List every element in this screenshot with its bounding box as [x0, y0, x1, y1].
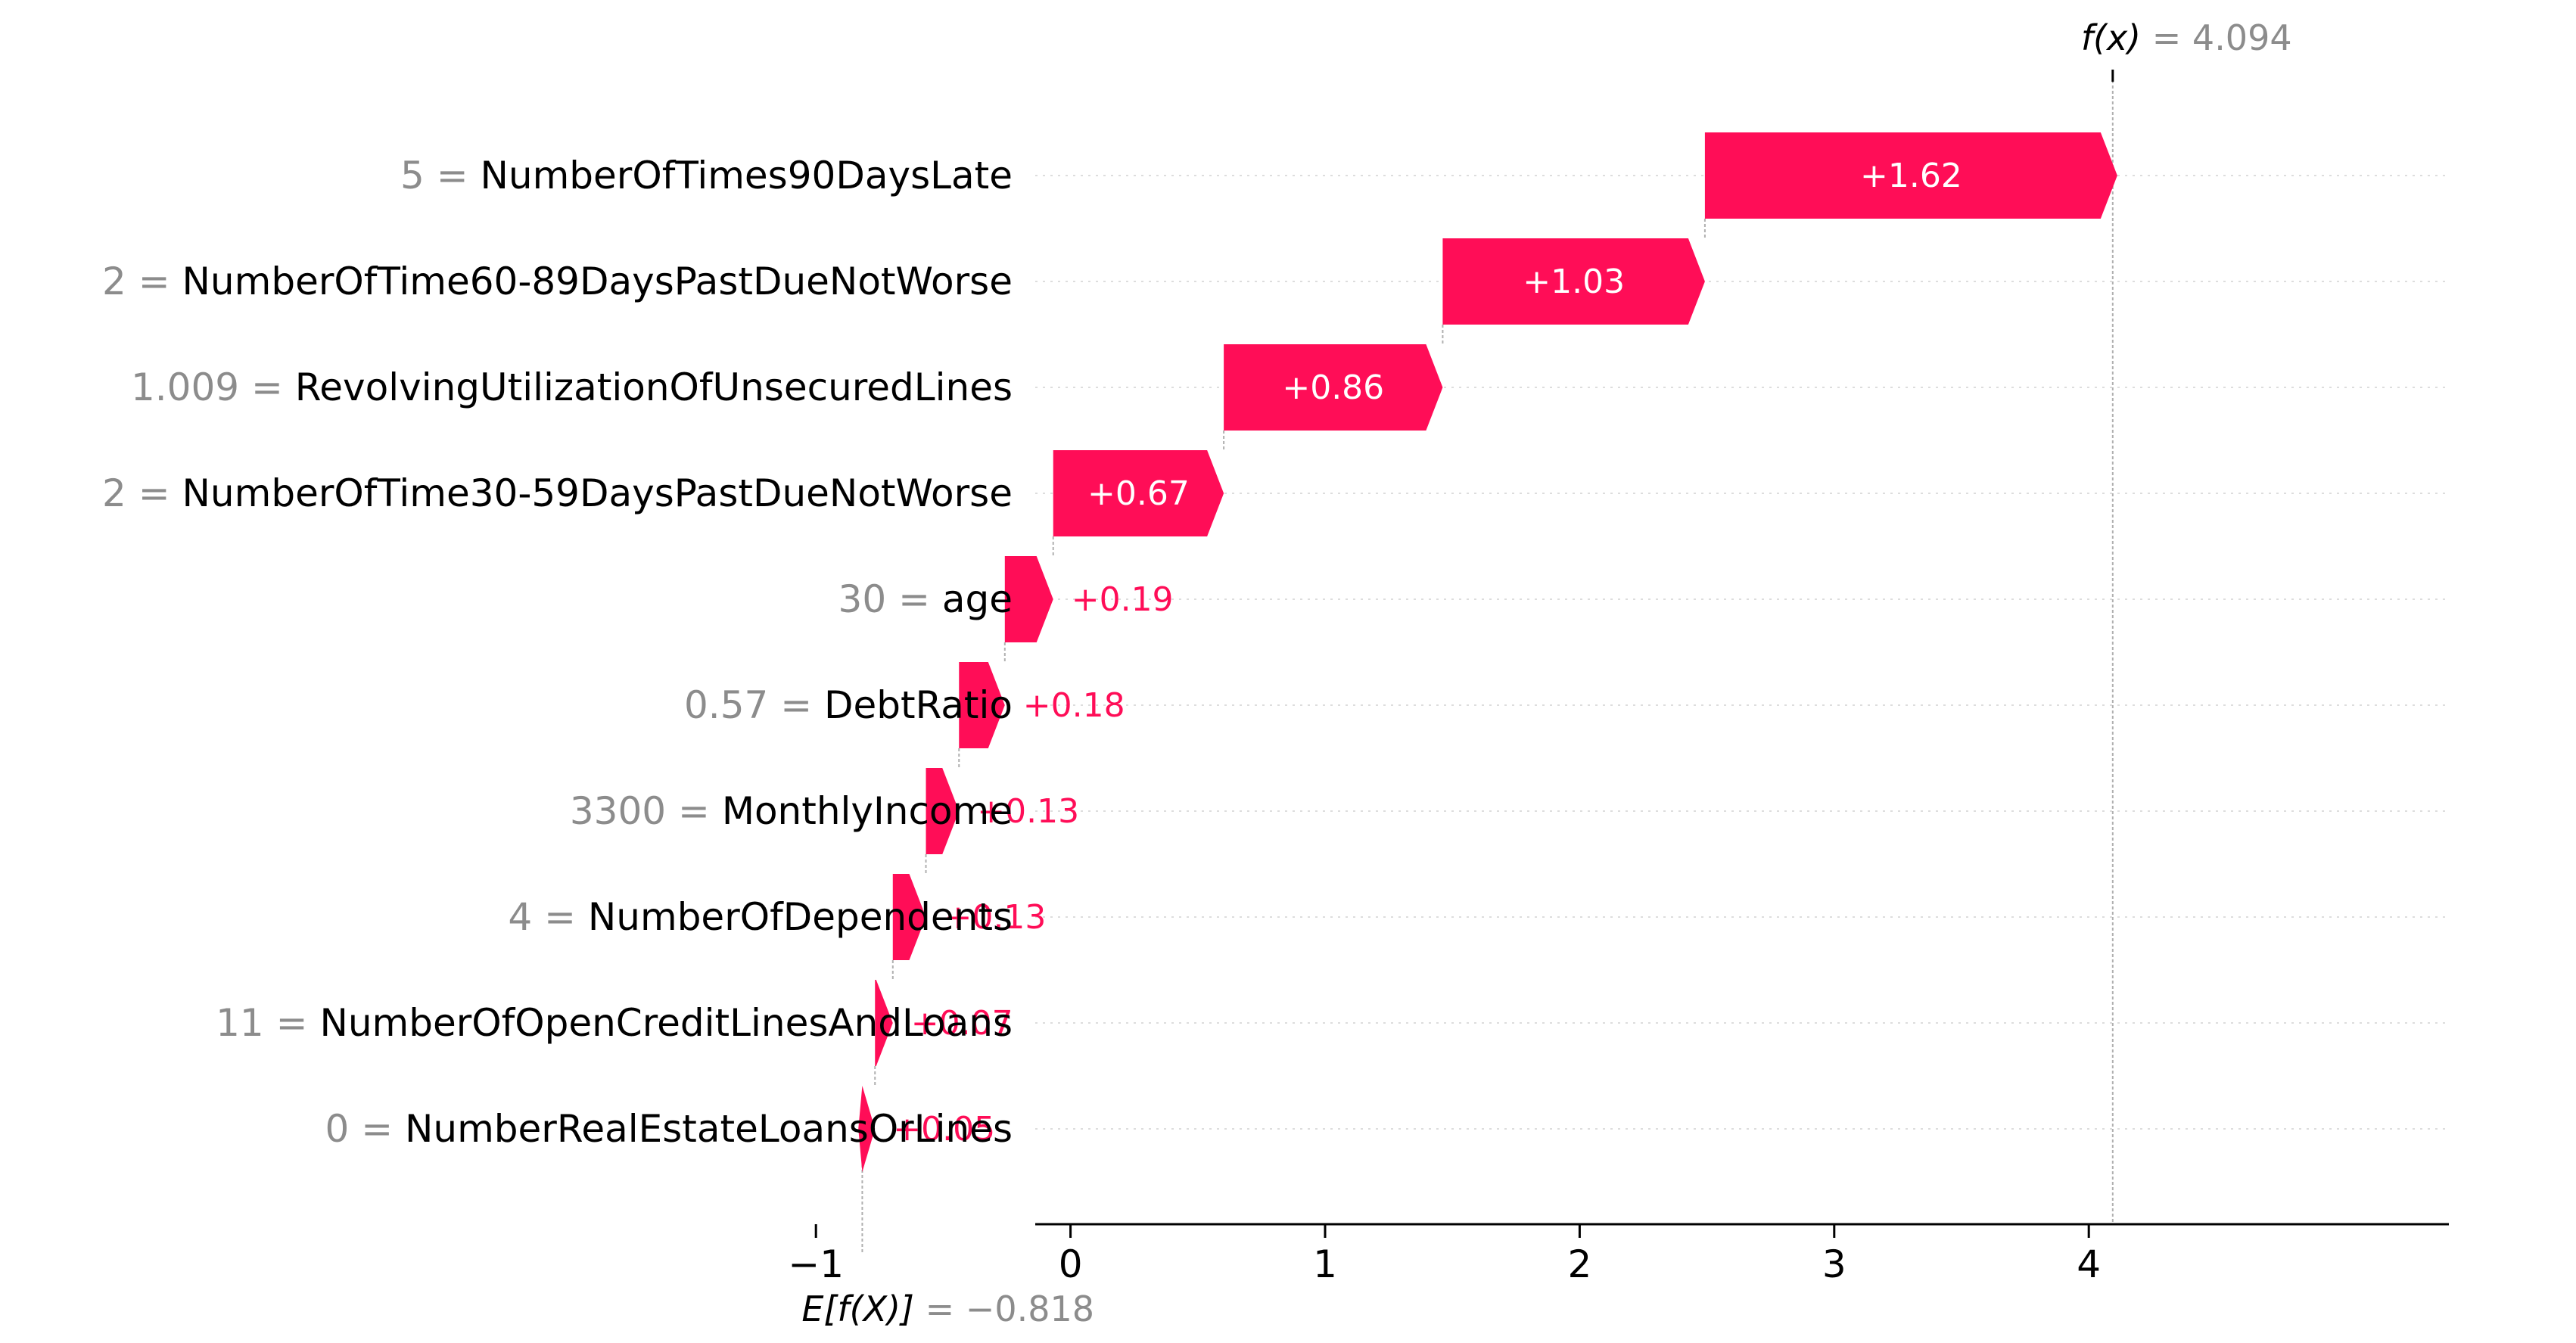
- feature-label: 2 = NumberOfTime60-89DaysPastDueNotWorse: [102, 260, 1013, 303]
- feature-label: 30 = age: [838, 577, 1013, 621]
- connector-lines: [861, 70, 2114, 1254]
- bar-feature-6: [959, 662, 1005, 748]
- bar-feature-7: [926, 768, 960, 854]
- feature-labels: 5 = NumberOfTimes90DaysLate 2 = NumberOfT…: [102, 154, 1013, 1151]
- bar-value-label: +0.13: [977, 792, 1079, 831]
- x-axis: −1 0 1 2 3 4: [788, 1223, 2449, 1286]
- bar-feature-9: [875, 980, 893, 1066]
- bar-value-label: +0.13: [944, 898, 1047, 937]
- x-tick-label: −1: [788, 1242, 844, 1286]
- output-value-label: f(x) = 4.094: [2081, 17, 2292, 58]
- feature-equals: =: [532, 895, 588, 939]
- feature-label: 0 = NumberRealEstateLoansOrLines: [325, 1107, 1013, 1151]
- x-tick-label: 2: [1567, 1242, 1591, 1286]
- base-value-equals: =: [926, 1289, 955, 1329]
- x-tick-label: 3: [1822, 1242, 1846, 1286]
- feature-name: NumberOfTime60-89DaysPastDueNotWorse: [182, 260, 1013, 303]
- feature-equals: =: [126, 260, 182, 303]
- feature-equals: =: [239, 365, 295, 409]
- feature-name: NumberOfOpenCreditLinesAndLoans: [319, 1001, 1013, 1045]
- bar-value-label: +1.62: [1860, 157, 1962, 195]
- feature-name: NumberRealEstateLoansOrLines: [405, 1107, 1013, 1151]
- feature-value: 30: [838, 577, 887, 621]
- bar-feature-1: [1704, 132, 2117, 219]
- feature-value: 4: [508, 895, 532, 939]
- base-value-prefix: E[f(X)]: [801, 1289, 914, 1329]
- bar-feature-10: [858, 1086, 876, 1172]
- bar-feature-2: [1442, 238, 1705, 325]
- feature-value: 5: [400, 154, 425, 197]
- feature-name: NumberOfDependents: [588, 895, 1013, 939]
- output-value-space: [2141, 17, 2152, 58]
- bar-value-label: +0.67: [1087, 474, 1190, 513]
- base-value-space: [954, 1289, 966, 1329]
- base-value-label: E[f(X)] = −0.818: [801, 1289, 1094, 1329]
- bar-value-label: +0.19: [1072, 580, 1174, 619]
- feature-label: 11 = NumberOfOpenCreditLinesAndLoans: [216, 1001, 1013, 1045]
- feature-equals: =: [886, 577, 942, 621]
- feature-equals: =: [666, 789, 722, 833]
- x-tick-label: 1: [1313, 1242, 1337, 1286]
- feature-value: 0.57: [684, 683, 768, 727]
- feature-name: age: [942, 577, 1013, 621]
- feature-label: 1.009 = RevolvingUtilizationOfUnsecuredL…: [131, 365, 1013, 409]
- x-tick-label: 0: [1059, 1242, 1083, 1286]
- feature-name: MonthlyIncome: [722, 789, 1013, 833]
- bar-value-label: +0.86: [1282, 368, 1384, 407]
- feature-name: NumberOfTimes90DaysLate: [481, 154, 1013, 197]
- feature-name: DebtRatio: [824, 683, 1013, 727]
- feature-equals: =: [425, 154, 481, 197]
- feature-value: 3300: [570, 789, 666, 833]
- feature-equals: =: [264, 1001, 320, 1045]
- feature-value: 2: [102, 471, 126, 515]
- feature-label: 2 = NumberOfTime30-59DaysPastDueNotWorse: [102, 471, 1013, 515]
- bar-feature-8: [892, 874, 926, 960]
- feature-equals: =: [768, 683, 824, 727]
- bar-value-label: +1.03: [1523, 263, 1625, 301]
- bars: +1.62 +1.03 +0.86 +0.67 +0.19 +0.18 +0.13 +0.13…: [858, 132, 2117, 1172]
- bar-feature-5: [1004, 556, 1053, 642]
- feature-value: 0: [325, 1107, 349, 1151]
- feature-name: RevolvingUtilizationOfUnsecuredLines: [295, 365, 1013, 409]
- grid-lines: [1035, 175, 2449, 1130]
- feature-name: NumberOfTime30-59DaysPastDueNotWorse: [182, 471, 1013, 515]
- output-value-equals: =: [2152, 17, 2182, 58]
- feature-label: 5 = NumberOfTimes90DaysLate: [400, 154, 1013, 197]
- base-value-number: −0.818: [966, 1289, 1094, 1329]
- output-value-space: [2181, 17, 2192, 58]
- feature-equals: =: [126, 471, 182, 515]
- feature-value: 11: [216, 1001, 264, 1045]
- feature-label: 3300 = MonthlyIncome: [570, 789, 1013, 833]
- bar-value-label: +0.05: [893, 1110, 995, 1149]
- bar-value-label: +0.07: [911, 1004, 1013, 1043]
- bar-feature-4: [1053, 450, 1224, 536]
- base-value-space: [914, 1289, 926, 1329]
- x-tick-label: 4: [2077, 1242, 2101, 1286]
- annotations: E[f(X)] = −0.818 f(x) = 4.094: [801, 17, 2291, 1329]
- feature-value: 2: [102, 260, 126, 303]
- feature-value: 1.009: [131, 365, 239, 409]
- feature-label: 4 = NumberOfDependents: [508, 895, 1013, 939]
- bar-feature-3: [1224, 344, 1443, 431]
- feature-equals: =: [349, 1107, 405, 1151]
- output-value-number: 4.094: [2192, 17, 2292, 58]
- bar-value-label: +0.18: [1023, 686, 1125, 725]
- feature-label: 0.57 = DebtRatio: [684, 683, 1013, 727]
- output-value-prefix: f(x): [2081, 17, 2141, 58]
